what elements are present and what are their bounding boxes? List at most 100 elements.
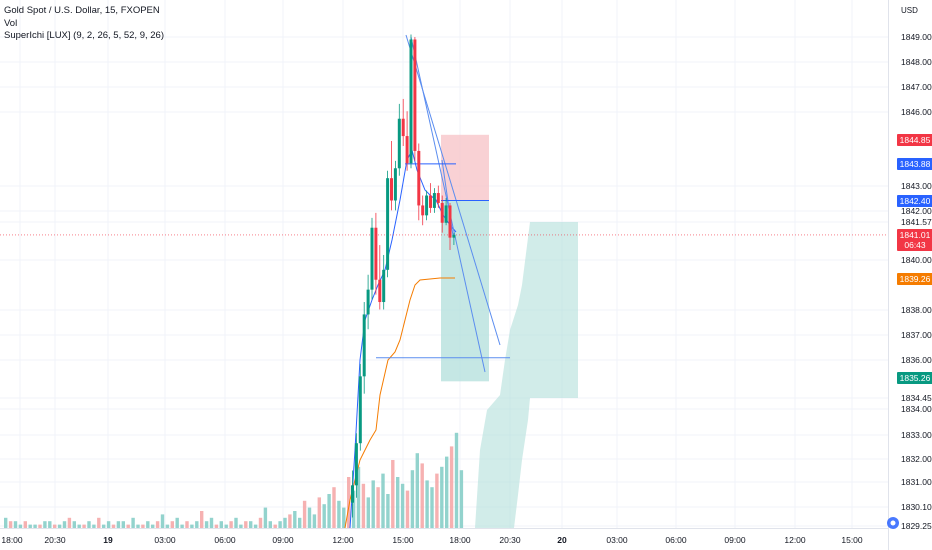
volume-bar <box>111 524 116 528</box>
volume-bar <box>293 511 297 528</box>
candle-body <box>436 193 440 203</box>
price-level-tag: 1843.88 <box>897 158 932 170</box>
volume-bar <box>307 507 312 528</box>
volume-bar <box>420 463 424 528</box>
price-tick-label: 1843.00 <box>901 181 932 191</box>
price-tick-label: 1842.00 <box>901 206 932 216</box>
volume-bar <box>425 480 429 528</box>
candle-body <box>413 39 417 151</box>
superichi-indicator-label[interactable]: SuperIchi [LUX] (9, 2, 26, 5, 52, 9, 26) <box>4 30 165 41</box>
volume-bar <box>445 456 449 528</box>
price-tick-label: 1840.00 <box>901 255 932 265</box>
candle-body <box>366 289 370 315</box>
price-level-tag: 1835.26 <box>897 372 932 384</box>
chart-area[interactable]: Gold Spot / U.S. Dollar, 15, FXOPEN Vol … <box>0 0 888 528</box>
time-axis[interactable]: 18:00 20:30 19 03:00 06:00 09:00 12:00 15:00 18:… <box>0 528 888 550</box>
volume-bar <box>224 524 228 528</box>
volume-bar <box>28 524 32 528</box>
volume-bar <box>312 514 317 528</box>
volume-bar <box>82 524 86 528</box>
bar-countdown: 06:43 <box>904 240 926 250</box>
candle-body <box>390 178 393 201</box>
chart-legend: Gold Spot / U.S. Dollar, 15, FXOPEN Vol … <box>4 5 164 43</box>
volume-bar <box>440 466 444 528</box>
target-zone <box>441 200 489 382</box>
time-tick-label: 03:00 <box>606 535 628 545</box>
time-tick-label: 09:00 <box>272 535 294 545</box>
volume-bar <box>62 521 67 528</box>
volume-bar <box>366 497 370 528</box>
time-tick-label: 03:00 <box>154 535 176 545</box>
volume-bar <box>263 507 268 528</box>
price-tick-label: 1834.45 <box>901 393 932 403</box>
time-tick-label: 20:30 <box>499 535 521 545</box>
price-tick-label: 1848.00 <box>901 57 932 67</box>
volume-bar <box>317 497 321 528</box>
volume-bar <box>126 524 130 528</box>
candle-body <box>358 376 362 444</box>
volume-bar <box>72 521 76 528</box>
volume-bar <box>381 473 385 528</box>
volume-bar <box>322 504 326 528</box>
volume-bar <box>253 524 258 528</box>
time-tick-label: 20:30 <box>44 535 66 545</box>
price-tick-label: 1838.00 <box>901 305 932 315</box>
volume-bar <box>229 521 233 528</box>
volume-bar <box>102 524 106 528</box>
time-tick-label: 20 <box>557 535 567 545</box>
time-tick-label: 06:00 <box>665 535 687 545</box>
volume-bar <box>454 432 459 528</box>
volume-bar <box>302 500 307 528</box>
volume-bar <box>190 524 194 528</box>
volume-bar <box>268 521 272 528</box>
price-tick-label: 1841.57 <box>901 217 932 227</box>
volume-bar <box>347 477 351 528</box>
candle-body <box>405 136 409 164</box>
volume-bar <box>361 483 366 528</box>
volume-bar <box>337 500 341 528</box>
volume-bar <box>146 521 150 528</box>
candle-body <box>382 269 386 303</box>
volume-indicator-label[interactable]: Vol <box>4 17 18 29</box>
price-chart[interactable] <box>0 0 888 528</box>
volume-bar <box>175 517 179 528</box>
volume-bar <box>160 514 165 528</box>
price-axis[interactable]: USD 1849.00 1848.00 1847.00 1846.00 1843.00 1… <box>888 0 932 550</box>
currency-label: USD <box>901 6 918 15</box>
volume-bar <box>155 521 160 528</box>
base-line <box>344 277 455 528</box>
volume-bar <box>371 480 375 528</box>
time-tick-label: 18:00 <box>1 535 23 545</box>
volume-bar <box>141 524 145 528</box>
volume-bar <box>33 524 37 528</box>
volume-bar <box>38 524 42 528</box>
volume-bar <box>92 524 96 528</box>
volume-bar <box>400 483 405 528</box>
volume-bar <box>121 521 125 528</box>
volume-bar <box>327 494 331 528</box>
volume-bar <box>106 521 111 528</box>
candle-body <box>444 205 448 223</box>
volume-bar <box>459 470 464 528</box>
candle-body <box>397 118 401 169</box>
volume-bar <box>48 521 52 528</box>
volume-bar <box>405 490 410 528</box>
settings-icon[interactable] <box>886 516 900 530</box>
candle-body <box>452 234 456 238</box>
volume-bar <box>214 524 219 528</box>
volume-bar <box>23 521 27 528</box>
volume-bar <box>180 524 184 528</box>
volume-bar <box>258 517 263 528</box>
candle-body <box>393 168 397 201</box>
volume-bar <box>200 511 204 528</box>
volume-bar <box>342 507 346 528</box>
symbol-title[interactable]: Gold Spot / U.S. Dollar, 15, FXOPEN <box>4 5 160 16</box>
current-price-tag: 1841.01 06:43 <box>897 229 932 251</box>
candle-body <box>370 227 374 290</box>
candle-body <box>432 193 436 208</box>
ichimoku-cloud <box>475 222 578 528</box>
volume-bar <box>209 517 214 528</box>
volume-bar <box>97 517 101 528</box>
time-tick-label: 12:00 <box>784 535 806 545</box>
volume-bar <box>165 524 170 528</box>
